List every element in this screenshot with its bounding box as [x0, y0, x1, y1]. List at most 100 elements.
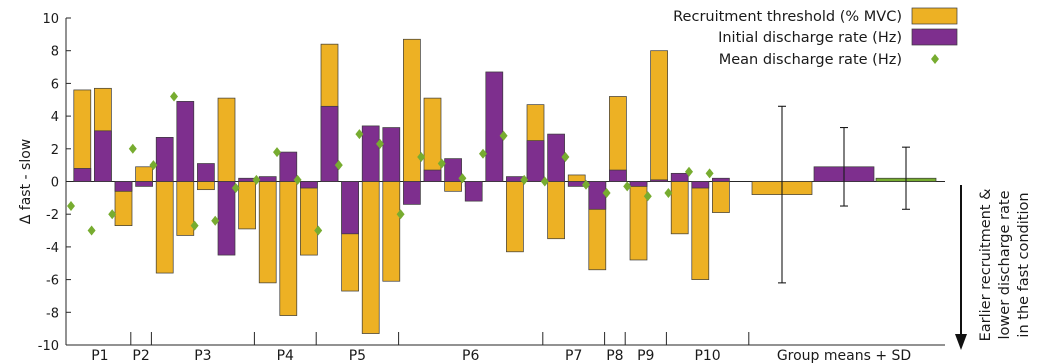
participant-label: P4	[277, 348, 294, 364]
mean-discharge-rate-marker	[211, 215, 220, 226]
initial-discharge-rate-bar	[320, 105, 339, 182]
group-label: Group means + SD	[777, 348, 911, 364]
recruitment-threshold-bar	[444, 181, 462, 192]
legend-label: Mean discharge rate (Hz)	[719, 52, 902, 68]
initial-discharge-rate-bar	[485, 71, 504, 182]
mean-discharge-rate-marker	[231, 183, 240, 194]
initial-discharge-rate-bar	[691, 181, 710, 189]
recruitment-threshold-bar	[279, 181, 298, 316]
initial-discharge-rate-bar	[526, 140, 545, 182]
legend-swatch	[911, 28, 958, 46]
initial-discharge-rate-bar	[464, 181, 483, 202]
recruitment-threshold-bar	[217, 97, 236, 182]
recruitment-threshold-bar	[197, 181, 215, 191]
initial-discharge-rate-bar	[217, 181, 236, 256]
recruitment-threshold-bar	[73, 89, 92, 182]
y-tick-label: 0	[51, 176, 59, 191]
initial-discharge-rate-bar	[155, 137, 174, 182]
mean-discharge-rate-marker	[685, 166, 693, 177]
y-tick-label: -2	[46, 208, 59, 223]
initial-discharge-rate-bar	[506, 176, 524, 182]
mean-discharge-rate-marker	[540, 176, 549, 187]
initial-discharge-rate-bar	[444, 158, 462, 182]
legend-swatch	[911, 7, 958, 25]
legend-diamond	[931, 54, 939, 64]
participant-label: P8	[606, 348, 623, 364]
mean-discharge-rate-marker	[705, 168, 714, 179]
initial-discharge-rate-bar	[588, 181, 607, 210]
recruitment-threshold-bar	[506, 181, 524, 253]
down-arrow-head	[955, 334, 967, 350]
side-note: Earlier recruitment & lower discharge rat…	[955, 185, 1032, 350]
mean-discharge-rate-marker	[376, 138, 384, 149]
initial-discharge-rate-bar	[135, 181, 153, 187]
side-note-line: Earlier recruitment &	[978, 189, 994, 342]
recruitment-threshold-bar	[609, 96, 627, 182]
recruitment-threshold-bar	[135, 166, 153, 182]
mean-discharge-rate-marker	[87, 225, 96, 236]
recruitment-threshold-bar	[547, 181, 565, 240]
mean-discharge-rate-marker	[602, 187, 611, 198]
recruitment-threshold-bar	[567, 174, 586, 182]
y-axis-label: Δ fast - slow	[18, 139, 34, 224]
mean-discharge-rate-marker	[252, 174, 261, 185]
initial-discharge-rate-bar	[403, 181, 421, 205]
mean-discharge-rate-marker	[273, 147, 281, 158]
legend-label: Initial discharge rate (Hz)	[718, 30, 902, 46]
initial-discharge-rate-bar	[567, 181, 586, 187]
mean-discharge-rate-markers	[67, 91, 714, 236]
mean-discharge-rate-marker	[520, 174, 529, 185]
recruitment-threshold-bar	[670, 181, 689, 235]
mean-discharge-rate-marker	[479, 148, 487, 159]
initial-discharge-rate-bar	[279, 151, 298, 182]
side-note-line: lower discharge rate	[997, 190, 1013, 339]
y-tick-label: 8	[51, 45, 59, 60]
mean-discharge-rate-marker	[355, 129, 364, 140]
mean-discharge-rate-marker	[396, 209, 405, 220]
initial-discharge-rate-bar	[300, 181, 318, 189]
side-note-line: in the fast condition	[1016, 192, 1032, 337]
recruitment-threshold-bar	[238, 181, 256, 230]
participant-label: P3	[194, 348, 211, 364]
recruitment-threshold-bar	[691, 181, 710, 280]
recruitment-threshold-bar	[155, 181, 174, 274]
initial-discharge-rate-bar	[73, 168, 92, 182]
recruitment-threshold-bar	[382, 181, 401, 282]
participant-label: P2	[132, 348, 149, 364]
recruitment-threshold-bar	[712, 181, 730, 213]
mean-discharge-rate-marker	[623, 181, 632, 192]
mean-discharge-rate-marker	[293, 174, 302, 185]
initial-discharge-rate-bar	[609, 169, 627, 182]
y-tick-label: 2	[51, 143, 59, 158]
mean-discharge-rate-marker	[314, 225, 323, 236]
mean-discharge-rate-marker	[437, 158, 446, 169]
y-tick-label: -10	[38, 339, 59, 354]
initial-discharge-rate-bar	[650, 179, 668, 182]
mean-discharge-rate-marker	[128, 143, 137, 154]
y-tick-label: 4	[51, 110, 59, 125]
recruitment-threshold-bar	[176, 181, 195, 236]
recruitment-threshold-bar	[300, 181, 318, 256]
recruitment-threshold-bar	[361, 181, 380, 334]
initial-discharge-rate-bar	[114, 181, 133, 192]
mean-discharge-rate-marker	[561, 151, 570, 162]
y-tick-label: -4	[46, 241, 59, 256]
initial-discharge-rate-bar	[94, 130, 112, 182]
mean-discharge-rate-marker	[67, 201, 75, 212]
participant-label: P7	[565, 348, 582, 364]
participant-label: P10	[694, 348, 720, 364]
legend-label: Recruitment threshold (% MVC)	[673, 9, 902, 25]
initial-discharge-rate-bar	[423, 169, 442, 182]
initial-discharge-rate-bar	[670, 172, 689, 182]
participant-label: P9	[637, 348, 654, 364]
mean-discharge-rate-marker	[643, 191, 652, 202]
mean-discharge-rate-marker	[334, 160, 343, 171]
mean-discharge-rate-marker	[108, 209, 117, 220]
mean-discharge-rate-marker	[417, 151, 426, 162]
mean-discharge-rate-marker	[170, 91, 178, 102]
mean-discharge-rate-marker	[458, 173, 467, 184]
group-means: Group means + SD	[751, 105, 937, 364]
initial-discharge-rate-bar	[258, 176, 277, 182]
y-tick-label: 10	[42, 12, 59, 27]
recruitment-threshold-bars	[73, 38, 730, 334]
